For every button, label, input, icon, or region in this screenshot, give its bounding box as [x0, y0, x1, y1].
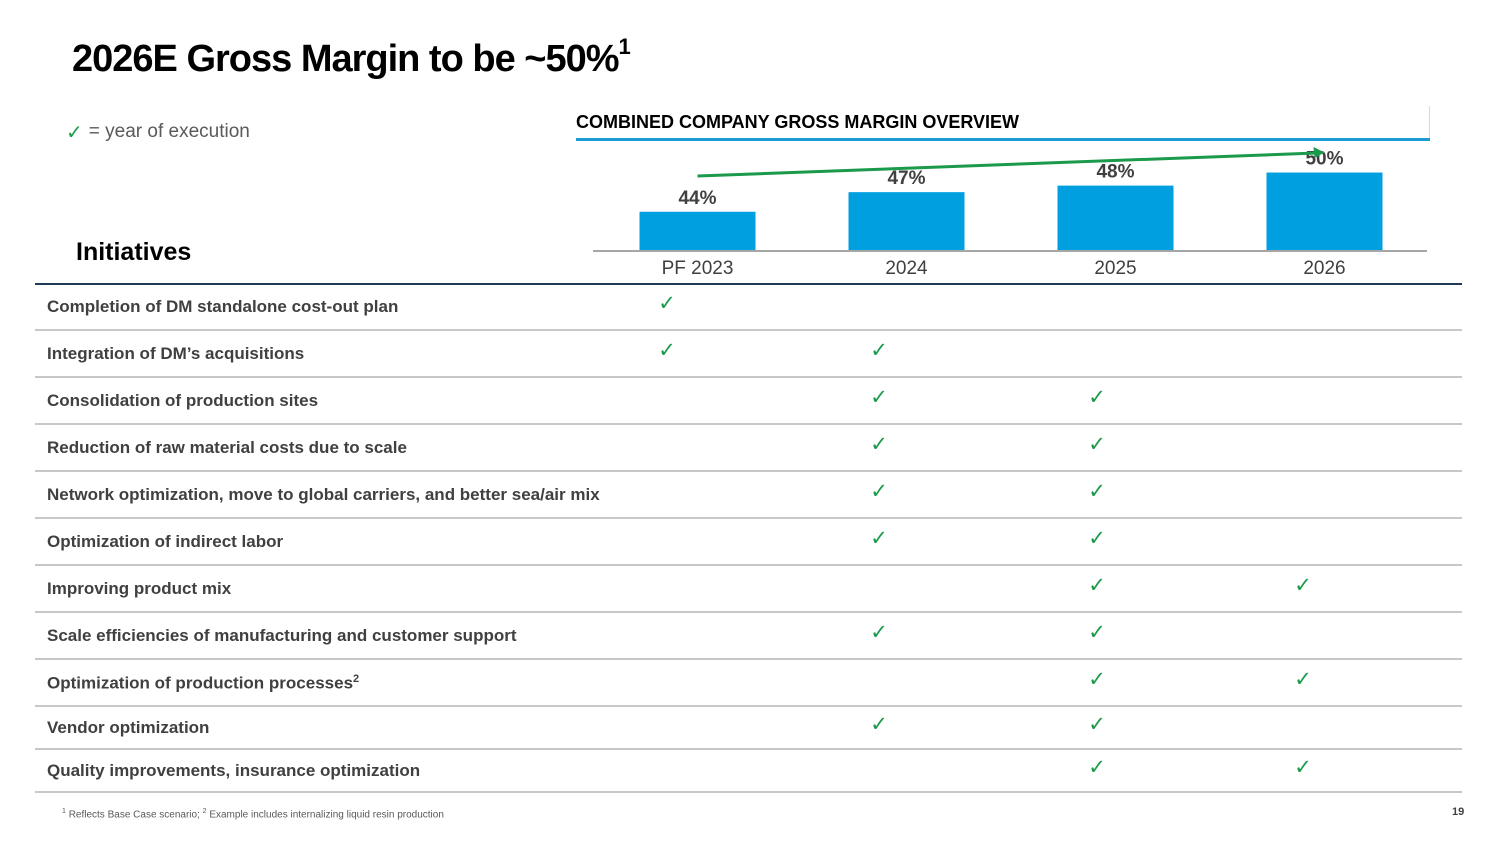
initiative-label: Consolidation of production sites — [47, 391, 318, 411]
check-icon: ✓ — [1088, 384, 1106, 409]
initiative-label-text: Vendor optimization — [47, 717, 210, 737]
footnote-1-text: Reflects Base Case scenario; — [68, 809, 200, 821]
bars-layer: 44% PF 2023 47% 2024 48% 2025 50% 2026 — [639, 149, 1383, 279]
table-row: Improving product mix ✓ ✓ — [35, 566, 1462, 613]
check-icon: ✓ — [1088, 431, 1106, 456]
check-icon: ✓ — [658, 337, 676, 362]
table-row: Quality improvements, insurance optimiza… — [35, 750, 1462, 793]
initiative-label-text: Network optimization, move to global car… — [47, 484, 600, 504]
table-row: Network optimization, move to global car… — [35, 472, 1462, 519]
check-icon: ✓ — [1088, 711, 1106, 736]
check-icon: ✓ — [658, 291, 676, 315]
check-icon: ✓ — [870, 525, 888, 550]
table-row: Completion of DM standalone cost-out pla… — [35, 285, 1462, 331]
bar-1 — [848, 192, 965, 251]
initiative-label: Completion of DM standalone cost-out pla… — [47, 297, 398, 317]
bar-value-label-3: 50% — [1305, 149, 1343, 170]
initiative-label: Improving product mix — [47, 579, 231, 599]
trend-arrow-head — [1313, 147, 1325, 158]
initiative-label-text: Optimization of indirect labor — [47, 531, 284, 551]
title-footnote-marker: 1 — [618, 34, 631, 59]
check-icon: ✓ — [870, 711, 888, 736]
check-icon: ✓ — [870, 337, 888, 362]
check-icon: ✓ — [1088, 525, 1106, 550]
initiative-label-text: Reduction of raw material costs due to s… — [47, 437, 407, 457]
initiative-label: Integration of DM’s acquisitions — [47, 344, 304, 364]
table-top-rule — [35, 283, 1462, 285]
check-icon: ✓ — [1088, 754, 1106, 779]
footnote-1-marker: 1 — [62, 808, 66, 815]
check-legend: ✓ = year of execution — [66, 120, 250, 144]
bar-0 — [639, 211, 756, 251]
category-label-3: 2026 — [1303, 258, 1345, 279]
check-icon: ✓ — [1088, 666, 1106, 691]
initiative-footnote-marker: 2 — [353, 672, 360, 685]
page-number: 19 — [1452, 806, 1465, 818]
check-icon: ✓ — [66, 120, 83, 144]
check-icon: ✓ — [1088, 478, 1106, 503]
initiative-label-text: Quality improvements, insurance optimiza… — [47, 760, 421, 780]
footnote: 1 Reflects Base Case scenario; 2 Example… — [62, 808, 444, 820]
chart-title-underline — [576, 138, 1430, 141]
bar-2 — [1057, 185, 1174, 251]
initiative-label-text: Scale efficiencies of manufacturing and … — [47, 625, 517, 645]
category-label-2: 2025 — [1094, 258, 1136, 279]
gross-margin-bar-chart: 44% PF 2023 47% 2024 48% 2025 50% 2026 — [593, 147, 1427, 279]
check-icon: ✓ — [1294, 754, 1312, 779]
slide-title-text: 2026E Gross Margin to be ~50% — [72, 38, 620, 80]
footnote-2-text: Example includes internalizing liquid re… — [209, 809, 444, 821]
table-row: Scale efficiencies of manufacturing and … — [35, 613, 1462, 660]
check-icon: ✓ — [870, 478, 888, 503]
bar-3 — [1266, 172, 1383, 251]
slide-title: 2026E Gross Margin to be ~50%1 — [72, 34, 631, 81]
bar-value-label-0: 44% — [678, 188, 716, 209]
legend-text: = year of execution — [88, 121, 250, 142]
initiative-label-text: Completion of DM standalone cost-out pla… — [47, 297, 399, 316]
check-icon: ✓ — [870, 619, 888, 644]
initiative-label: Network optimization, move to global car… — [47, 485, 600, 505]
footnote-2-marker: 2 — [202, 808, 207, 815]
initiative-label: Scale efficiencies of manufacturing and … — [47, 626, 517, 646]
check-icon: ✓ — [870, 431, 888, 456]
table-row: Optimization of indirect labor ✓ ✓ — [35, 519, 1462, 566]
category-label-0: PF 2023 — [662, 258, 734, 279]
category-label-1: 2024 — [885, 258, 928, 279]
check-icon: ✓ — [1294, 666, 1312, 691]
trend-arrow-line — [697, 151, 1317, 178]
table-row: Consolidation of production sites ✓ ✓ — [35, 378, 1462, 425]
check-icon: ✓ — [1088, 572, 1106, 597]
trend-arrow — [697, 147, 1325, 178]
bar-value-label-2: 48% — [1096, 162, 1134, 183]
table-row: Optimization of production processes2 ✓ ✓ — [35, 660, 1462, 707]
initiative-label-text: Improving product mix — [47, 578, 232, 598]
table-row: Reduction of raw material costs due to s… — [35, 425, 1462, 472]
table-row: Vendor optimization ✓ ✓ — [35, 707, 1462, 750]
initiative-label: Reduction of raw material costs due to s… — [47, 438, 407, 458]
chart-title-border — [1429, 106, 1430, 138]
check-icon: ✓ — [870, 384, 888, 409]
bar-value-label-1: 47% — [887, 168, 925, 189]
initiative-label: Optimization of indirect labor — [47, 532, 283, 552]
initiative-label-text: Integration of DM’s acquisitions — [47, 343, 305, 363]
initiatives-table: Completion of DM standalone cost-out pla… — [35, 285, 1462, 793]
initiative-label: Quality improvements, insurance optimiza… — [47, 761, 420, 781]
initiative-label-text: Consolidation of production sites — [47, 390, 319, 410]
initiative-label: Vendor optimization — [47, 718, 209, 738]
table-row: Integration of DM’s acquisitions ✓ ✓ — [35, 331, 1462, 378]
initiatives-heading: Initiatives — [76, 238, 192, 266]
check-icon: ✓ — [1294, 572, 1312, 597]
initiative-label: Optimization of production processes2 — [47, 673, 359, 694]
chart-section-title: COMBINED COMPANY GROSS MARGIN OVERVIEW — [576, 112, 1020, 132]
check-icon: ✓ — [1088, 619, 1106, 644]
initiative-label-text: Optimization of production processes — [47, 673, 354, 693]
